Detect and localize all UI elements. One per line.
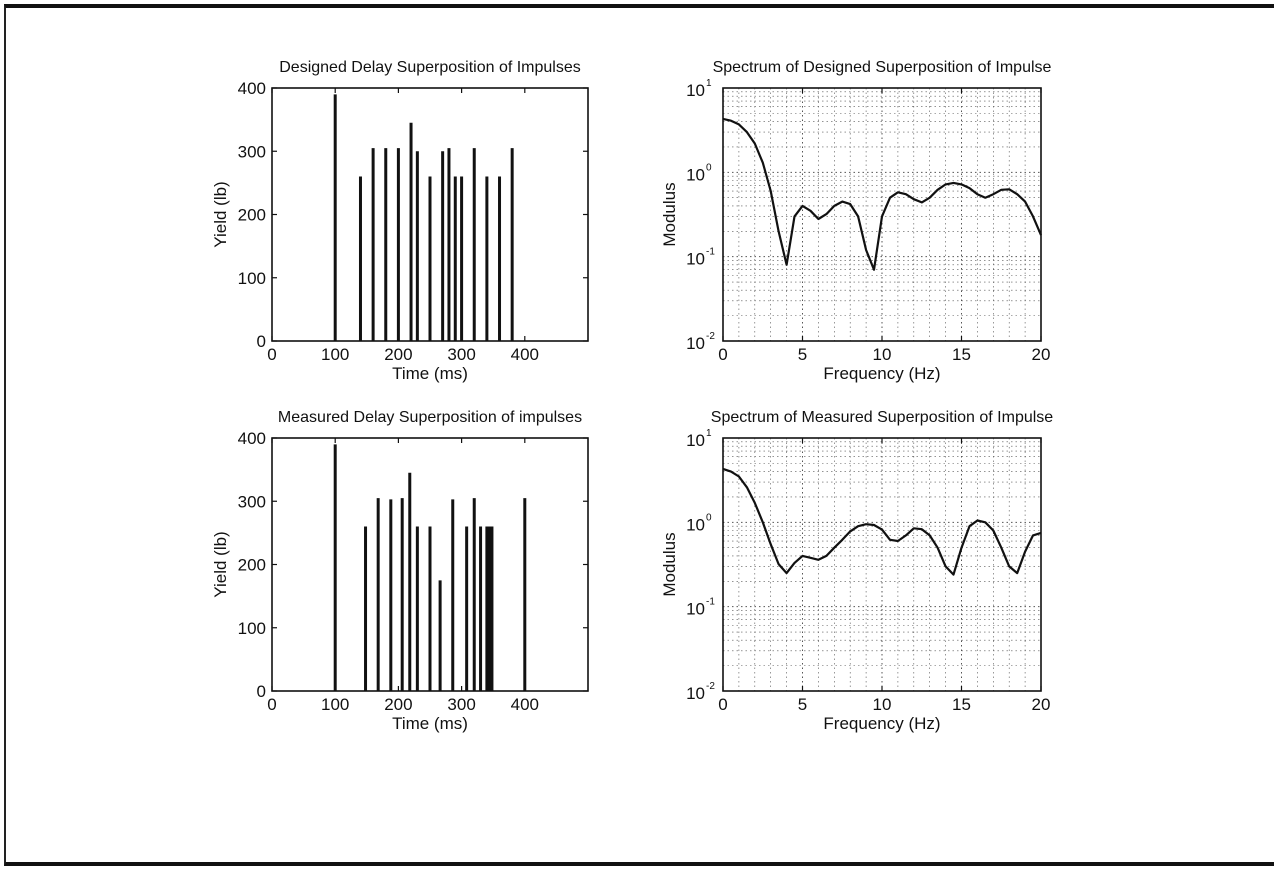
x-tick-label: 15 (952, 695, 971, 714)
x-tick-label: 0 (718, 695, 727, 714)
impulse-series (333, 94, 514, 341)
x-tick-label: 20 (1032, 695, 1051, 714)
x-tick-label: 100 (321, 345, 349, 364)
y-tick-label: 10 (686, 165, 705, 184)
x-axis-label: Time (ms) (392, 714, 468, 733)
spectrum-line (722, 467, 1042, 576)
impulse-series (333, 444, 527, 691)
y-tick-label: 10 (686, 600, 705, 619)
y-tick-exponent: 0 (706, 162, 712, 173)
x-axis-label: Frequency (Hz) (823, 714, 940, 733)
y-tick-label: 10 (686, 250, 705, 269)
x-tick-label: 5 (798, 695, 807, 714)
y-tick-exponent: 1 (706, 428, 712, 439)
y-tick-label: 100 (238, 269, 266, 288)
y-tick-exponent: 0 (706, 512, 712, 523)
chart-1: Designed Delay Superposition of Impulses… (211, 59, 589, 383)
chart-3: Measured Delay Superposition of impulses… (211, 409, 589, 733)
y-tick-label: 200 (238, 206, 266, 225)
x-tick-label: 300 (447, 345, 475, 364)
chart-title: Spectrum of Measured Superposition of Im… (711, 409, 1054, 426)
x-tick-label: 0 (267, 345, 276, 364)
chart-title: Designed Delay Superposition of Impulses (279, 59, 581, 76)
x-tick-label: 200 (384, 695, 412, 714)
y-axis-label: Modulus (660, 182, 679, 246)
chart-2: Spectrum of Designed Superposition of Im… (660, 59, 1052, 383)
x-tick-label: 20 (1032, 345, 1051, 364)
y-tick-exponent: -2 (706, 681, 715, 692)
x-tick-label: 10 (873, 695, 892, 714)
y-tick-label: 10 (686, 81, 705, 100)
x-tick-label: 10 (873, 345, 892, 364)
y-axis-label: Modulus (660, 532, 679, 596)
x-tick-label: 5 (798, 345, 807, 364)
y-tick-label: 400 (238, 429, 266, 448)
x-tick-label: 0 (267, 695, 276, 714)
chart-4: Spectrum of Measured Superposition of Im… (660, 409, 1053, 733)
y-axis-label: Yield (lb) (211, 531, 230, 597)
x-tick-label: 15 (952, 345, 971, 364)
y-tick-label: 200 (238, 556, 266, 575)
y-tick-exponent: -1 (706, 247, 715, 258)
y-tick-exponent: -1 (706, 597, 715, 608)
grid (723, 88, 1041, 341)
x-tick-label: 200 (384, 345, 412, 364)
page-frame (4, 4, 1274, 866)
y-axis-label: Yield (lb) (211, 181, 230, 247)
spectrum-points (723, 469, 1041, 575)
x-tick-label: 100 (321, 695, 349, 714)
x-tick-label: 400 (511, 695, 539, 714)
x-axis-label: Time (ms) (392, 364, 468, 383)
grid (723, 438, 1041, 691)
y-tick-label: 0 (257, 682, 266, 701)
y-tick-exponent: 1 (706, 78, 712, 89)
x-tick-label: 400 (511, 345, 539, 364)
y-tick-exponent: -2 (706, 331, 715, 342)
chart-title: Spectrum of Designed Superposition of Im… (713, 59, 1052, 76)
y-tick-label: 300 (238, 492, 266, 511)
spectrum-line (722, 117, 1043, 271)
y-tick-label: 0 (257, 332, 266, 351)
chart-title: Measured Delay Superposition of impulses (278, 409, 582, 426)
y-tick-label: 10 (686, 431, 705, 450)
y-tick-label: 300 (238, 142, 266, 161)
y-tick-label: 10 (686, 684, 705, 703)
y-tick-label: 400 (238, 79, 266, 98)
y-tick-label: 10 (686, 515, 705, 534)
x-tick-label: 0 (718, 345, 727, 364)
y-tick-label: 100 (238, 619, 266, 638)
y-tick-label: 10 (686, 334, 705, 353)
x-axis-label: Frequency (Hz) (823, 364, 940, 383)
x-tick-label: 300 (447, 695, 475, 714)
